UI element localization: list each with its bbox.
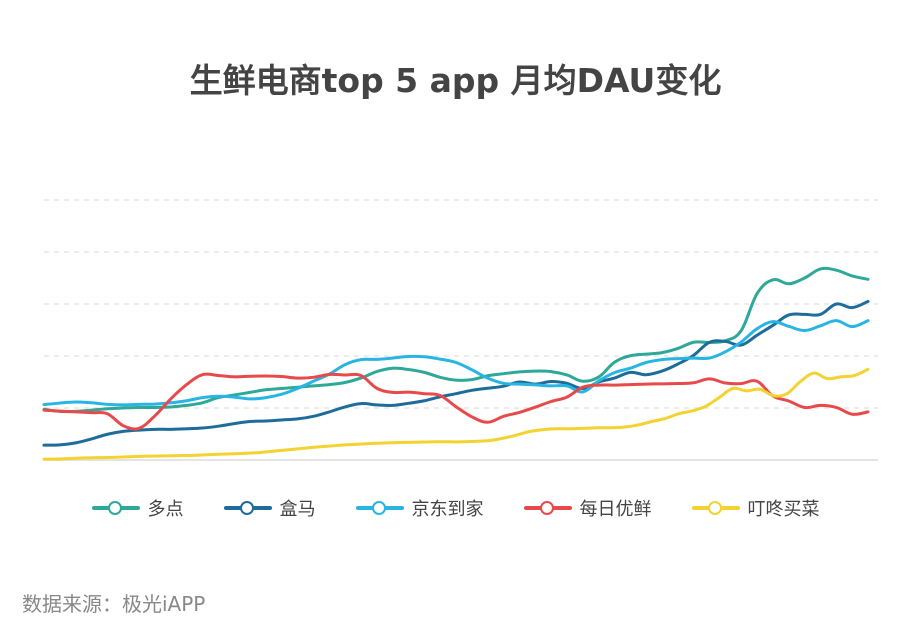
legend-swatch-icon bbox=[91, 501, 140, 515]
legend: 多点 盒马 京东到家 每日优鲜 叮咚买菜 bbox=[0, 495, 911, 521]
grid-lines bbox=[44, 199, 878, 461]
legend-label: 盒马 bbox=[279, 499, 316, 520]
series-group bbox=[42, 266, 870, 461]
legend-item-3[interactable]: 京东到家 bbox=[355, 495, 484, 521]
legend-swatch-icon bbox=[223, 501, 272, 515]
series-line-2 bbox=[42, 299, 870, 447]
source-note: 数据来源：极光iAPP bbox=[22, 592, 206, 616]
legend-label: 每日优鲜 bbox=[579, 499, 652, 520]
legend-label: 多点 bbox=[147, 499, 184, 520]
legend-item-4[interactable]: 每日优鲜 bbox=[523, 495, 652, 521]
legend-swatch-icon bbox=[523, 501, 572, 515]
chart-title: 生鲜电商top 5 app 月均DAU变化 bbox=[189, 61, 722, 100]
series-line-5 bbox=[42, 367, 870, 461]
series-line-4 bbox=[42, 372, 870, 431]
legend-label: 叮咚买菜 bbox=[747, 499, 820, 520]
legend-label: 京东到家 bbox=[411, 499, 484, 520]
series-line-3 bbox=[42, 319, 870, 407]
legend-swatch-icon bbox=[355, 501, 404, 515]
legend-item-2[interactable]: 盒马 bbox=[223, 495, 316, 521]
legend-item-1[interactable]: 多点 bbox=[91, 495, 184, 521]
series-line-1 bbox=[42, 266, 870, 414]
legend-item-5[interactable]: 叮咚买菜 bbox=[691, 495, 820, 521]
legend-swatch-icon bbox=[691, 501, 740, 515]
